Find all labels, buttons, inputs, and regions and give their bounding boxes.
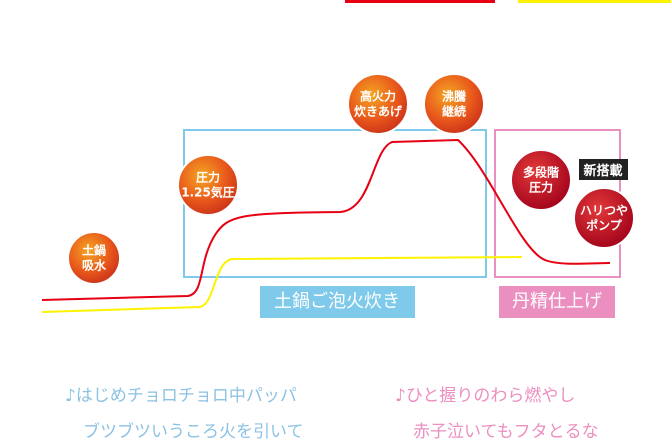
top-bar-red (345, 0, 495, 3)
node-label: 沸騰継続 (442, 89, 467, 119)
node-line: 吸水 (82, 258, 107, 273)
lyric: 赤子泣いてもフタとるな (413, 422, 599, 441)
node-line: 1.25気圧 (181, 185, 235, 200)
node-label: 多段階圧力 (523, 165, 559, 195)
node-label: 圧力 1.25気圧 (181, 170, 235, 200)
badge: 新搭載 (583, 163, 622, 179)
lyric: ブツブツいうころ火を引いて (83, 421, 304, 441)
node-circle (573, 187, 635, 249)
node-circle (177, 154, 239, 216)
node-circle (510, 149, 572, 211)
phase-label-bg (499, 286, 615, 318)
node-line: 土鍋 (82, 243, 106, 258)
node-line: ポンプ (586, 218, 623, 233)
node-line: 炊きあげ (354, 104, 403, 119)
node-line: ハリつや (580, 204, 628, 218)
badge-bg (579, 159, 628, 180)
temp-line (41, 256, 523, 313)
node-line: 継続 (442, 104, 466, 119)
node-label: 土鍋吸水 (82, 243, 107, 273)
node-circle (67, 231, 121, 285)
phase-label-bg (260, 286, 415, 318)
phase-label: 丹精仕上げ (512, 291, 602, 312)
node-line: 圧力 (529, 180, 553, 195)
pressure-line (41, 138, 611, 301)
node-circle (423, 73, 485, 135)
top-bar-yellow (518, 0, 671, 3)
node-line: 多段階 (523, 165, 559, 180)
node-line: 高火力 (360, 89, 396, 104)
node-line: 圧力 (196, 170, 220, 185)
node-label: ハリつやポンプ (580, 204, 628, 233)
lyric: ♪はじめチョロチョロ中パッパ (65, 386, 297, 406)
node-circle (347, 73, 409, 135)
phase-label: 土鍋ご泡火炊き (274, 291, 400, 312)
lyric: ♪ひと握りのわら燃やし (395, 386, 575, 406)
node-line: 沸騰 (442, 89, 467, 104)
node-label: 高火力炊きあげ (354, 89, 403, 119)
